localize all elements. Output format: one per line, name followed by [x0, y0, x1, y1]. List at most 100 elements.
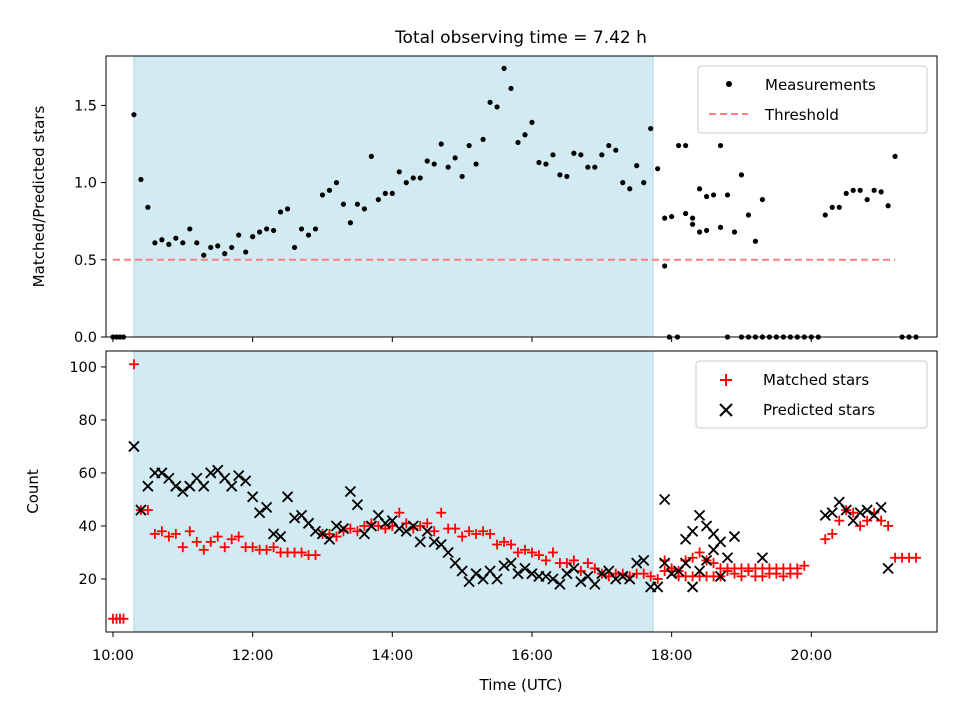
measurement-point	[201, 252, 207, 258]
matched-star-point	[645, 571, 656, 582]
predicted-star-point	[638, 554, 650, 567]
measurement-point	[703, 227, 710, 234]
x-tick-label: 14:00	[371, 648, 413, 664]
predicted-star-point	[288, 512, 301, 524]
matched-star-point	[883, 520, 894, 531]
predicted-star-point	[393, 522, 405, 535]
predicted-star-point	[714, 536, 727, 548]
predicted-star-point	[596, 568, 608, 580]
matched-star-point	[638, 568, 649, 579]
measurement-point	[284, 206, 291, 212]
predicted-star-point	[281, 491, 294, 503]
measurement-point	[459, 173, 465, 180]
measurement-point	[627, 186, 633, 192]
measurement-point	[696, 229, 703, 235]
legend-label-measurements: Measurements	[765, 76, 876, 94]
predicted-star-point	[428, 536, 440, 548]
bottom-legend-box	[695, 360, 928, 429]
y-tick-label: 80	[79, 413, 97, 429]
measurement-point	[277, 209, 284, 215]
matched-star-point	[876, 515, 887, 526]
legend-label-predicted: Predicted stars	[763, 401, 875, 419]
bottom-axes-frame	[105, 350, 938, 633]
predicted-star-point	[547, 573, 559, 585]
measurement-point	[662, 215, 668, 221]
measurement-point	[291, 244, 298, 251]
predicted-star-point	[156, 467, 168, 479]
measurement-point	[145, 204, 151, 210]
measurement-point	[368, 153, 374, 159]
predicted-star-point	[512, 568, 524, 580]
y-tick-label: 0.5	[74, 253, 97, 269]
predicted-star-point	[205, 467, 217, 479]
matched-star-point	[170, 528, 181, 539]
matched-star-point	[519, 544, 530, 555]
top-legend: Measurements Threshold	[697, 65, 928, 134]
predicted-star-point	[624, 573, 636, 585]
matched-star-point	[589, 563, 600, 574]
x-tick-label: 16:00	[511, 648, 553, 664]
predicted-star-point	[135, 504, 147, 516]
measurement-point	[878, 189, 884, 195]
measurement-point	[871, 187, 877, 193]
chart-title: Total observing time = 7.42 h	[394, 28, 647, 48]
predicted-star-point	[505, 557, 517, 569]
matched-star-point	[184, 526, 195, 537]
measurement-point	[655, 166, 661, 172]
predicted-star-point	[659, 493, 671, 506]
measurement-point	[180, 240, 186, 246]
measurement-point	[689, 221, 696, 227]
predicted-star-point	[714, 570, 727, 582]
matched-star-point	[799, 560, 810, 571]
measurement-point	[564, 173, 570, 180]
predicted-star-point	[875, 501, 887, 514]
predicted-star-point	[666, 568, 678, 580]
matched-star-point	[310, 550, 321, 561]
top-panel: 0.0 0.5 1.0 1.5 Matched/Predicted stars Mea…	[30, 55, 938, 346]
matched-star-point	[582, 558, 593, 569]
matched-star-point	[492, 539, 503, 550]
predicted-star-point	[819, 509, 831, 521]
measurement-point	[222, 251, 228, 257]
predicted-star-point	[659, 557, 671, 569]
measurement-point	[410, 175, 416, 181]
predicted-star-point	[442, 546, 454, 559]
measurement-point	[361, 206, 367, 212]
measurement-point	[480, 136, 486, 142]
predicted-star-point	[756, 552, 769, 564]
matched-star-point	[485, 528, 496, 539]
predicted-star-point	[414, 536, 426, 548]
y-tick-label: 60	[79, 466, 97, 482]
predicted-star-point	[526, 568, 538, 580]
measurement-point	[606, 142, 612, 149]
measurement-point	[431, 161, 437, 167]
predicted-star-point	[617, 570, 629, 582]
matched-star-point	[547, 547, 558, 558]
measurement-point	[676, 142, 682, 149]
measurement-point	[403, 180, 409, 186]
legend-label-matched: Matched stars	[763, 371, 869, 389]
bottom-points-layer	[107, 359, 922, 624]
predicted-star-point	[233, 469, 245, 482]
predicted-star-point	[554, 578, 566, 590]
predicted-star-point	[826, 507, 838, 519]
matched-star-point	[191, 536, 202, 547]
measurement-point	[347, 220, 354, 226]
measurement-point	[738, 172, 745, 178]
matched-star-point	[177, 542, 188, 553]
measurement-point	[864, 196, 870, 203]
measurement-point	[703, 193, 710, 200]
matched-star-point	[457, 531, 468, 542]
predicted-star-point	[365, 520, 377, 532]
measurement-point	[843, 190, 849, 197]
bottom-x-ticks: 10:00 12:00 14:00 16:00 18:00 20:00	[92, 632, 832, 664]
measurement-point	[683, 142, 689, 149]
top-legend-box	[697, 65, 928, 134]
measurement-point	[648, 125, 654, 132]
measurement-point	[187, 226, 193, 232]
top-shaded-interval	[133, 55, 654, 338]
matched-star-point	[478, 526, 489, 537]
predicted-star-point	[700, 554, 713, 567]
measurement-point	[836, 204, 842, 210]
measurement-point	[305, 232, 312, 238]
